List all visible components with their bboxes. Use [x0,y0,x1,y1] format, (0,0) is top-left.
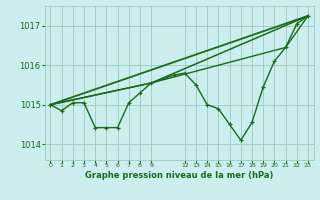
X-axis label: Graphe pression niveau de la mer (hPa): Graphe pression niveau de la mer (hPa) [85,171,273,180]
